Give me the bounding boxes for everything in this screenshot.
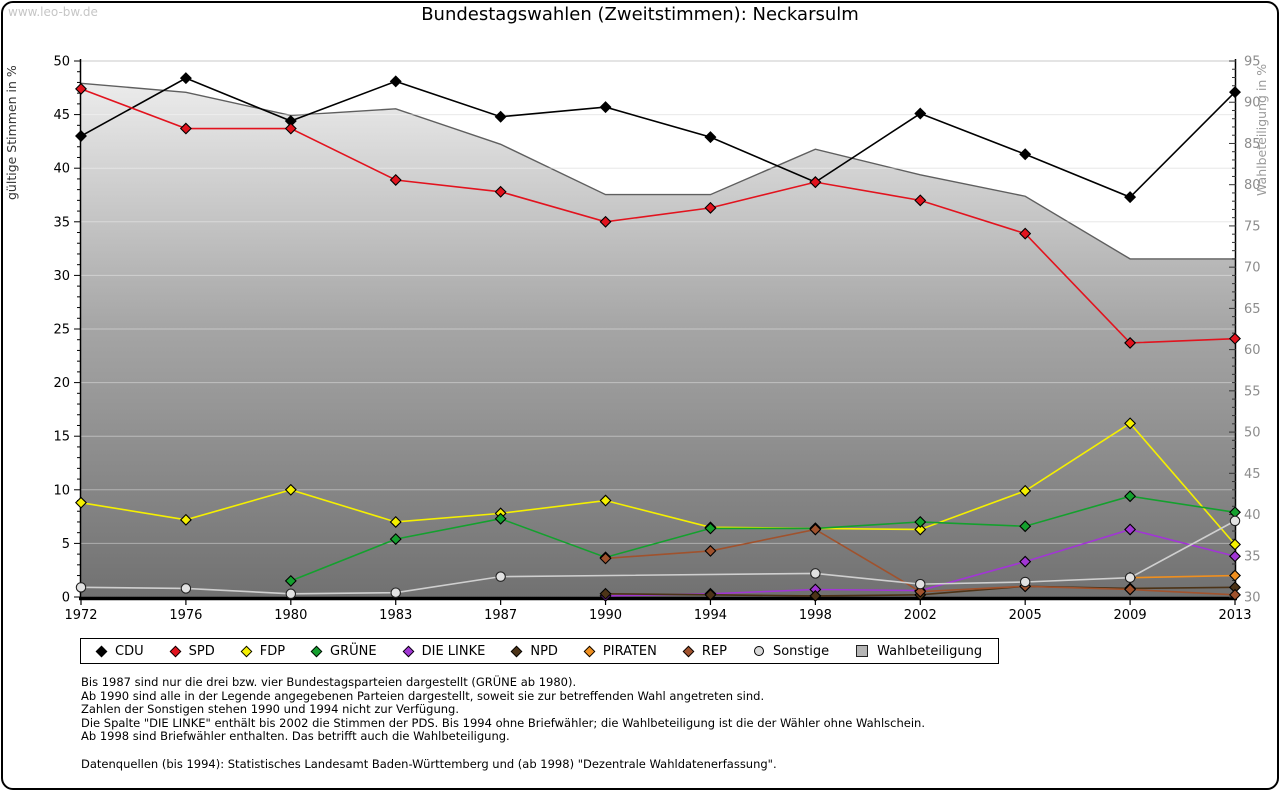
- svg-text:2002: 2002: [904, 608, 937, 623]
- svg-text:1994: 1994: [694, 608, 727, 623]
- legend-label: FDP: [259, 643, 286, 659]
- svg-text:2009: 2009: [1114, 608, 1147, 623]
- legend-item-npd: NPD: [510, 643, 558, 659]
- svg-text:1983: 1983: [379, 608, 412, 623]
- svg-text:60: 60: [1244, 343, 1261, 358]
- watermark: www.leo-bw.de: [8, 5, 98, 19]
- legend-label: REP: [701, 643, 727, 659]
- svg-text:45: 45: [53, 108, 70, 123]
- svg-text:1972: 1972: [64, 608, 97, 623]
- gr-ne-marker-icon: [310, 645, 323, 657]
- legend-label: GRÜNE: [330, 643, 377, 659]
- svg-text:20: 20: [53, 376, 70, 391]
- footnote-line: [81, 744, 925, 758]
- svg-text:1998: 1998: [799, 608, 832, 623]
- piraten-marker-icon: [583, 645, 596, 657]
- svg-text:30: 30: [1244, 591, 1261, 606]
- legend-item-die-linke: DIE LINKE: [402, 643, 486, 659]
- legend-item-gr-ne: GRÜNE: [310, 643, 377, 659]
- svg-text:35: 35: [53, 215, 70, 230]
- sonstige-marker-icon: [753, 646, 764, 656]
- legend-item-fdp: FDP: [240, 643, 286, 659]
- footnotes: Bis 1987 sind nur die drei bzw. vier Bun…: [81, 675, 925, 771]
- legend-item-piraten: PIRATEN: [583, 643, 657, 659]
- svg-text:2013: 2013: [1218, 608, 1251, 623]
- fdp-marker-icon: [240, 645, 253, 657]
- axes: 0 5 10 15 20 25 30 35 40 45 50 30 35 40 45 50 55 60 65 70 75…: [53, 55, 1260, 624]
- svg-text:90: 90: [1244, 96, 1261, 111]
- svg-text:30: 30: [53, 269, 70, 284]
- svg-text:25: 25: [53, 323, 70, 338]
- footnote-line: Zahlen der Sonstigen stehen 1990 und 199…: [81, 702, 460, 717]
- legend-item-spd: SPD: [169, 643, 215, 659]
- npd-marker-icon: [510, 645, 523, 657]
- footnote-line: Ab 1990 sind alle in der Legende angegeb…: [81, 688, 765, 703]
- rep-marker-icon: [682, 645, 695, 657]
- svg-text:95: 95: [1244, 55, 1261, 70]
- series-rep: [599, 523, 1241, 601]
- svg-text:35: 35: [1244, 549, 1261, 564]
- svg-text:2005: 2005: [1009, 608, 1042, 623]
- y-left-axis-title: gültige Stimmen in %: [4, 65, 19, 200]
- series-spd: [75, 82, 1241, 349]
- spd-marker-icon: [169, 645, 181, 657]
- svg-text:75: 75: [1244, 219, 1261, 234]
- legend-label: SPD: [188, 643, 215, 659]
- legend-item-sonstige: Sonstige: [753, 643, 830, 659]
- svg-text:0: 0: [62, 591, 70, 606]
- svg-text:40: 40: [53, 162, 70, 177]
- cdu-marker-icon: [95, 645, 108, 657]
- page-title: Bundestagswahlen (Zweitstimmen): Neckars…: [421, 4, 859, 25]
- svg-text:1990: 1990: [589, 608, 622, 623]
- legend-label: PIRATEN: [602, 643, 657, 659]
- svg-text:50: 50: [1244, 426, 1261, 441]
- legend-label: DIE LINKE: [421, 643, 486, 659]
- svg-text:1980: 1980: [274, 608, 307, 623]
- chart-legend: CDU SPD FDP GRÜNE DIE LINKE NPD PIRATEN REP Sons…: [80, 638, 1000, 664]
- footnote-line: Die Spalte "DIE LINKE" enthält bis 2002 …: [81, 715, 925, 730]
- footnote-line: Ab 1998 sind Briefwähler enthalten. Das …: [81, 729, 510, 744]
- legend-item-rep: REP: [682, 643, 727, 659]
- svg-text:50: 50: [53, 55, 70, 70]
- y-right-axis-title: Wahlbeteiligung in %: [1254, 64, 1269, 196]
- legend-label: Sonstige: [772, 643, 830, 659]
- svg-text:55: 55: [1244, 384, 1261, 399]
- series-wahlbeteiligung-area: [80, 82, 1235, 597]
- svg-text:10: 10: [53, 483, 70, 498]
- series-sonstige: [75, 515, 1241, 600]
- svg-text:5: 5: [62, 537, 70, 552]
- svg-text:85: 85: [1244, 137, 1261, 152]
- svg-text:45: 45: [1244, 467, 1261, 482]
- legend-item-cdu: CDU: [95, 643, 144, 659]
- footnote-line: Datenquellen (bis 1994): Statistisches L…: [81, 756, 777, 771]
- election-line-chart: 0 5 10 15 20 25 30 35 40 45 50 30 35 40 45 50 55 60 65 70 75…: [4, 55, 1269, 624]
- svg-text:70: 70: [1244, 261, 1261, 276]
- wahlbeteiligung-marker-icon: [856, 645, 869, 657]
- svg-text:1976: 1976: [169, 608, 202, 623]
- die-linke-marker-icon: [402, 645, 414, 657]
- footnote-line: Bis 1987 sind nur die drei bzw. vier Bun…: [81, 675, 577, 689]
- legend-label: Wahlbeteiligung: [877, 643, 983, 659]
- legend-label: NPD: [530, 643, 558, 659]
- svg-text:40: 40: [1244, 508, 1261, 523]
- svg-text:80: 80: [1244, 178, 1261, 193]
- svg-text:1987: 1987: [484, 608, 517, 623]
- legend-item-wahlbeteiligung: Wahlbeteiligung: [856, 644, 982, 659]
- legend-label: CDU: [115, 643, 144, 659]
- svg-text:65: 65: [1244, 302, 1261, 317]
- svg-text:15: 15: [53, 430, 70, 445]
